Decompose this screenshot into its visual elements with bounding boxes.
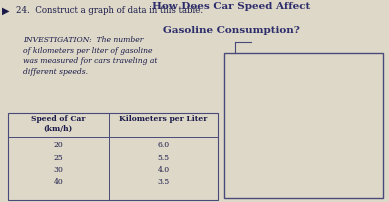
Text: 5.5: 5.5 [157,154,170,162]
Text: 6.0: 6.0 [157,141,170,149]
Text: 24.  Construct a graph of data in this table.: 24. Construct a graph of data in this ta… [16,6,203,15]
Text: 40: 40 [53,178,63,186]
Text: Kilometers per Liter: Kilometers per Liter [119,115,208,123]
Text: 4.0: 4.0 [157,166,170,174]
Text: Speed of Car
(km/h): Speed of Car (km/h) [31,115,86,133]
Text: 20: 20 [53,141,63,149]
Text: 25: 25 [53,154,63,162]
Text: How Does Car Speed Affect: How Does Car Speed Affect [152,2,310,11]
Text: ▶: ▶ [2,6,9,16]
Text: 30: 30 [53,166,63,174]
Text: INVESTIGATION:  The number
of kilometers per liter of gasoline
was measured for : INVESTIGATION: The number of kilometers … [23,36,158,76]
Text: 3.5: 3.5 [157,178,170,186]
Text: Gasoline Consumption?: Gasoline Consumption? [163,26,300,35]
